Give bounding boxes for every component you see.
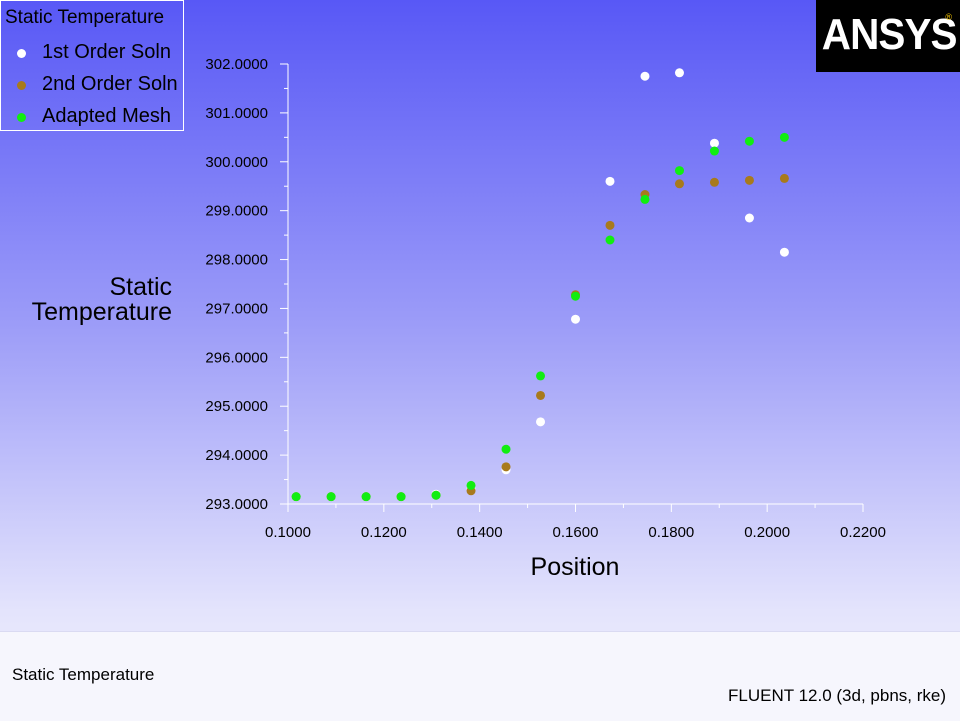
data-point-2nd-order-soln xyxy=(709,177,719,187)
data-point-2nd-order-soln xyxy=(536,390,546,400)
data-point-2nd-order-soln xyxy=(779,173,789,183)
data-point-adapted-mesh xyxy=(779,132,789,142)
data-point-adapted-mesh xyxy=(709,146,719,156)
legend-marker-2nd-order xyxy=(17,81,26,90)
legend-marker-adapted-mesh xyxy=(17,113,26,122)
y-tick-label: 297.0000 xyxy=(205,300,268,317)
legend-item-adapted-mesh: Adapted Mesh xyxy=(1,105,185,131)
data-point-1st-order-soln xyxy=(536,417,546,427)
y-axis-title: Temperature xyxy=(32,298,172,326)
data-point-adapted-mesh xyxy=(361,492,371,502)
data-point-1st-order-soln xyxy=(779,247,789,257)
data-point-2nd-order-soln xyxy=(605,220,615,230)
data-point-adapted-mesh xyxy=(291,492,301,502)
data-point-adapted-mesh xyxy=(396,492,406,502)
y-tick-label: 302.0000 xyxy=(205,56,268,73)
logo-text: ANSYS xyxy=(821,10,958,59)
data-point-1st-order-soln xyxy=(640,71,650,81)
y-tick-label: 295.0000 xyxy=(205,398,268,415)
legend-label-2nd-order: 2nd Order Soln xyxy=(42,73,178,95)
x-tick-label: 0.2000 xyxy=(744,524,790,541)
y-tick-label: 301.0000 xyxy=(205,105,268,122)
y-tick-label: 300.0000 xyxy=(205,154,268,171)
data-point-1st-order-soln xyxy=(605,176,615,186)
legend-title: Static Temperature xyxy=(5,7,165,28)
data-point-1st-order-soln xyxy=(674,68,684,78)
legend-item-2nd-order: 2nd Order Soln xyxy=(1,73,185,99)
x-axis-title: Position xyxy=(531,553,620,581)
data-point-adapted-mesh xyxy=(605,235,615,245)
data-point-1st-order-soln xyxy=(709,138,719,148)
x-tick-label: 0.1200 xyxy=(361,524,407,541)
data-point-2nd-order-soln xyxy=(501,462,511,472)
data-point-adapted-mesh xyxy=(640,194,650,204)
data-point-adapted-mesh xyxy=(501,444,511,454)
data-point-adapted-mesh xyxy=(536,371,546,381)
data-point-adapted-mesh xyxy=(571,291,580,301)
footer-panel: Static Temperature FLUENT 12.0 (3d, pbns… xyxy=(0,631,960,721)
data-point-adapted-mesh xyxy=(744,136,754,146)
data-point-1st-order-soln xyxy=(744,213,754,223)
ansys-logo: ANSYS ® xyxy=(816,0,960,72)
registered-mark-icon: ® xyxy=(945,12,952,22)
data-point-adapted-mesh xyxy=(466,480,476,490)
y-tick-label: 298.0000 xyxy=(205,252,268,269)
data-point-2nd-order-soln xyxy=(744,175,754,185)
x-tick-label: 0.1800 xyxy=(648,524,694,541)
legend-marker-1st-order xyxy=(17,49,26,58)
data-point-2nd-order-soln xyxy=(674,179,684,189)
y-tick-label: 293.0000 xyxy=(205,496,268,513)
legend-item-1st-order: 1st Order Soln xyxy=(1,41,185,67)
data-point-adapted-mesh xyxy=(326,492,336,502)
legend-label-1st-order: 1st Order Soln xyxy=(42,41,171,63)
legend-label-adapted-mesh: Adapted Mesh xyxy=(42,105,171,127)
x-tick-label: 0.1400 xyxy=(457,524,503,541)
y-tick-label: 299.0000 xyxy=(205,203,268,220)
y-axis-title: Static xyxy=(109,273,172,301)
x-tick-label: 0.2200 xyxy=(840,524,886,541)
scatter-plot: 0.1000 0.1200 0.1400 0.1600 0.1800 0.2000 0.22… xyxy=(32,56,886,581)
solver-version: FLUENT 12.0 (3d, pbns, rke) xyxy=(728,686,946,705)
data-point-adapted-mesh xyxy=(431,490,441,500)
y-tick-label: 294.0000 xyxy=(205,447,268,464)
legend: Static Temperature 1st Order Soln 2nd Or… xyxy=(0,0,184,131)
x-tick-label: 0.1000 xyxy=(265,524,311,541)
data-point-1st-order-soln xyxy=(571,314,580,324)
data-point-adapted-mesh xyxy=(674,166,684,176)
y-tick-label: 296.0000 xyxy=(205,349,268,366)
x-tick-label: 0.1600 xyxy=(553,524,599,541)
plot-caption: Static Temperature xyxy=(12,665,155,684)
